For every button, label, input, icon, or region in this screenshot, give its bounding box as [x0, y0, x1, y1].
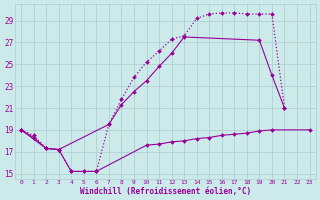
X-axis label: Windchill (Refroidissement éolien,°C): Windchill (Refroidissement éolien,°C): [80, 187, 251, 196]
